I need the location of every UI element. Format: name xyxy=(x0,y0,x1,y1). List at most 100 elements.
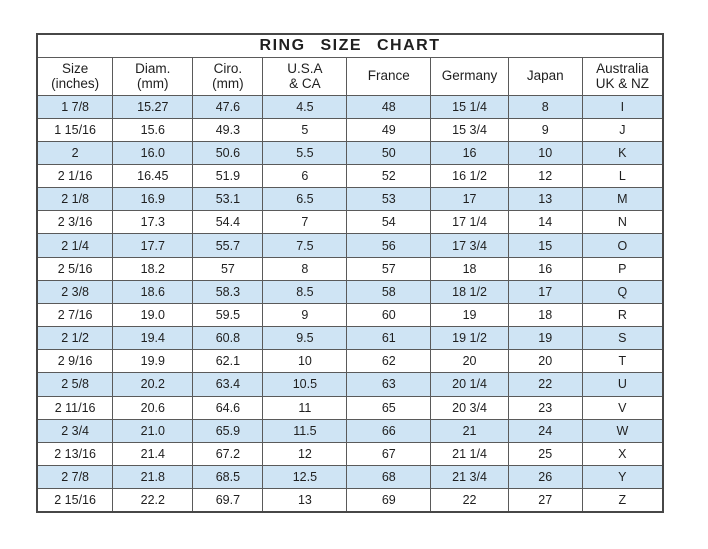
table-cell-japan: 24 xyxy=(507,418,583,443)
table-cell-germany: 20 1/4 xyxy=(430,372,509,397)
table-cell-u-s-a: 9.5 xyxy=(262,326,348,351)
table-cell-japan: 18 xyxy=(507,302,583,328)
table-cell-size: 2 5/16 xyxy=(36,256,114,281)
table-cell-germany: 20 xyxy=(430,349,509,374)
table-cell-australia: S xyxy=(581,326,664,351)
table-cell-diam: 17.3 xyxy=(112,210,194,235)
table-cell-ciro: 59.5 xyxy=(192,302,264,328)
table-cell-australia: W xyxy=(581,418,664,443)
table-cell-australia: O xyxy=(581,233,664,258)
table-cell-size: 2 1/2 xyxy=(36,326,114,351)
table-cell-diam: 21.0 xyxy=(112,418,194,443)
table-cell-diam: 19.9 xyxy=(112,349,194,374)
table-cell-size: 2 7/8 xyxy=(36,464,114,490)
table-cell-ciro: 58.3 xyxy=(192,279,264,304)
title-row: RING SIZE CHART xyxy=(36,33,664,58)
table-cell-u-s-a: 13 xyxy=(262,488,348,513)
table-cell-france: 66 xyxy=(346,418,432,443)
table-cell-germany: 19 1/2 xyxy=(430,326,509,351)
table-cell-germany: 17 xyxy=(430,187,509,212)
table-cell-germany: 21 1/4 xyxy=(430,441,509,467)
column-header-label: Japan xyxy=(526,68,564,84)
table-cell-u-s-a: 12 xyxy=(262,441,348,467)
table-row: 2 7/16 19.0 59.5 9 60 19 18 R xyxy=(36,302,664,328)
table-cell-u-s-a: 8 xyxy=(262,256,348,281)
ring-size-chart: RING SIZE CHART Size (inches) Diam. (mm) Cir… xyxy=(36,33,664,513)
table-cell-ciro: 62.1 xyxy=(192,349,264,374)
table-cell-germany: 18 1/2 xyxy=(430,279,509,304)
table-row: 2 16.0 50.6 5.5 50 16 10 K xyxy=(36,140,664,165)
table-row: 2 3/4 21.0 65.9 11.5 66 21 24 W xyxy=(36,418,664,443)
table-cell-australia: M xyxy=(581,187,664,212)
table-cell-france: 69 xyxy=(346,488,432,513)
table-cell-japan: 26 xyxy=(507,464,583,490)
table-cell-france: 58 xyxy=(346,279,432,304)
table-cell-france: 49 xyxy=(346,117,432,142)
table-cell-france: 65 xyxy=(346,395,432,420)
table-cell-japan: 16 xyxy=(507,256,583,281)
table-cell-diam: 17.7 xyxy=(112,233,194,258)
table-cell-australia: Z xyxy=(581,488,664,513)
table-row: 2 3/16 17.3 54.4 7 54 17 1/4 14 N xyxy=(36,210,664,235)
table-cell-japan: 19 xyxy=(507,326,583,351)
table-row: 2 3/8 18.6 58.3 8.5 58 18 1/2 17 Q xyxy=(36,279,664,304)
table-cell-france: 52 xyxy=(346,163,432,189)
table-cell-japan: 13 xyxy=(507,187,583,212)
table-cell-diam: 21.4 xyxy=(112,441,194,467)
table-cell-u-s-a: 5.5 xyxy=(262,140,348,165)
table-cell-size: 2 15/16 xyxy=(36,488,114,513)
table-cell-diam: 22.2 xyxy=(112,488,194,513)
table-cell-germany: 18 xyxy=(430,256,509,281)
table-cell-u-s-a: 8.5 xyxy=(262,279,348,304)
table-cell-germany: 17 1/4 xyxy=(430,210,509,235)
table-cell-size: 2 3/8 xyxy=(36,279,114,304)
table-cell-australia: K xyxy=(581,140,664,165)
table-cell-u-s-a: 12.5 xyxy=(262,464,348,490)
table-row: 2 13/16 21.4 67.2 12 67 21 1/4 25 X xyxy=(36,441,664,467)
table-cell-ciro: 50.6 xyxy=(192,140,264,165)
table-cell-australia: L xyxy=(581,163,664,189)
table-cell-japan: 27 xyxy=(507,488,583,513)
table-row: 2 5/16 18.2 57 8 57 18 16 P xyxy=(36,256,664,281)
table-cell-diam: 15.27 xyxy=(112,94,194,119)
table-cell-diam: 19.4 xyxy=(112,326,194,351)
table-cell-france: 67 xyxy=(346,441,432,467)
table-row: 2 1/4 17.7 55.7 7.5 56 17 3/4 15 O xyxy=(36,233,664,258)
column-header-label: Germany xyxy=(441,68,498,84)
table-cell-ciro: 63.4 xyxy=(192,372,264,397)
table-cell-japan: 10 xyxy=(507,140,583,165)
table-cell-france: 61 xyxy=(346,326,432,351)
table-cell-ciro: 51.9 xyxy=(192,163,264,189)
table-cell-australia: I xyxy=(581,94,664,119)
table-row: 1 15/16 15.6 49.3 5 49 15 3/4 9 J xyxy=(36,117,664,142)
table-cell-france: 62 xyxy=(346,349,432,374)
column-header-size: Size (inches) xyxy=(36,56,114,96)
table-cell-japan: 8 xyxy=(507,94,583,119)
table-cell-australia: U xyxy=(581,372,664,397)
table-cell-germany: 21 xyxy=(430,418,509,443)
table-cell-france: 57 xyxy=(346,256,432,281)
table-cell-australia: V xyxy=(581,395,664,420)
table-cell-diam: 20.2 xyxy=(112,372,194,397)
table-cell-size: 2 7/16 xyxy=(36,302,114,328)
table-cell-diam: 15.6 xyxy=(112,117,194,142)
column-header-japan: Japan xyxy=(507,56,583,96)
table-cell-size: 2 3/16 xyxy=(36,210,114,235)
table-cell-germany: 16 xyxy=(430,140,509,165)
ring-size-table: RING SIZE CHART Size (inches) Diam. (mm) Cir… xyxy=(36,33,664,513)
table-cell-size: 2 13/16 xyxy=(36,441,114,467)
column-header-ciro: Ciro. (mm) xyxy=(192,56,264,96)
table-cell-size: 2 3/4 xyxy=(36,418,114,443)
table-cell-france: 68 xyxy=(346,464,432,490)
table-cell-size: 2 1/4 xyxy=(36,233,114,258)
table-cell-u-s-a: 9 xyxy=(262,302,348,328)
table-cell-size: 2 9/16 xyxy=(36,349,114,374)
table-cell-australia: Y xyxy=(581,464,664,490)
column-header-germany: Germany xyxy=(430,56,509,96)
table-row: 2 1/2 19.4 60.8 9.5 61 19 1/2 19 S xyxy=(36,326,664,351)
table-cell-diam: 16.9 xyxy=(112,187,194,212)
table-cell-france: 56 xyxy=(346,233,432,258)
column-header-sublabel: (inches) xyxy=(51,76,100,91)
table-cell-u-s-a: 10 xyxy=(262,349,348,374)
table-cell-ciro: 67.2 xyxy=(192,441,264,467)
